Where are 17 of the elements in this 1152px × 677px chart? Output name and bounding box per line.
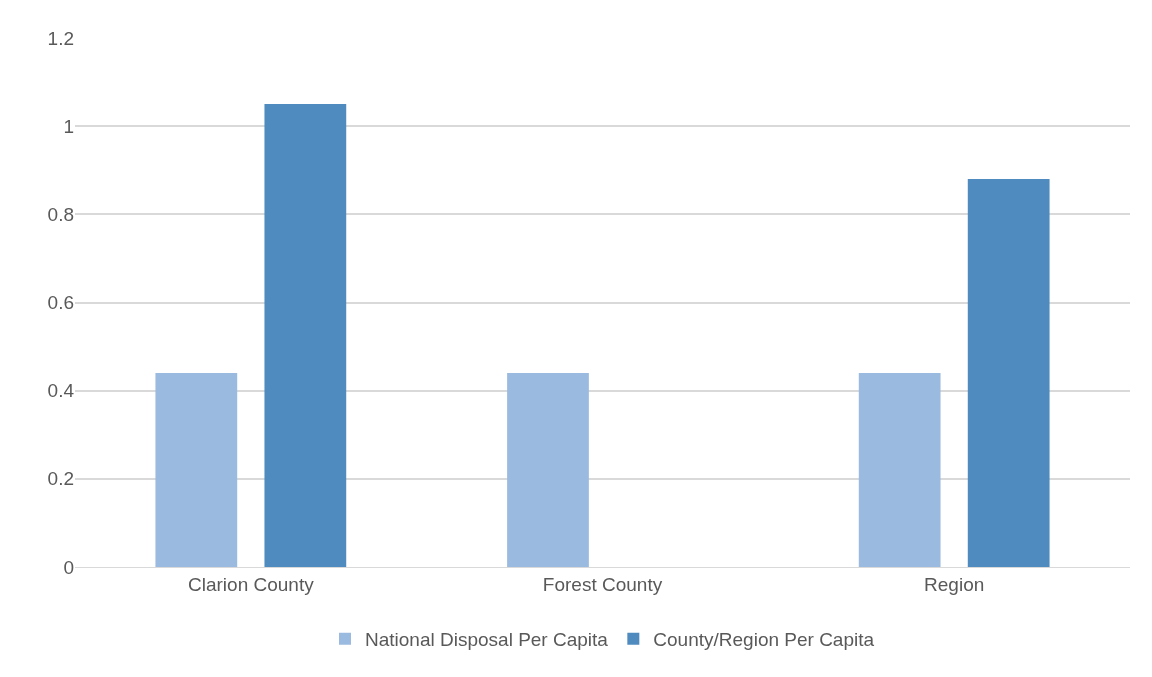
y-tick-label: 0 [63,556,74,578]
y-tick-label: 0.4 [47,380,75,402]
legend-label: National Disposal Per Capita [365,629,609,651]
x-tick-label: Forest County [542,573,663,595]
bar [155,373,238,567]
bar [858,373,941,567]
bar [507,373,589,567]
legend-label: County/Region Per Capita [653,629,875,651]
y-tick-label: 1 [63,115,74,137]
bar [264,104,347,567]
bar [967,179,1050,567]
x-tick-label: Clarion County [187,573,315,595]
y-tick-label: 0.8 [47,203,74,225]
x-tick-label: Region [924,573,985,595]
y-tick-label: 1.2 [47,27,74,49]
y-tick-label: 0.6 [47,292,74,314]
y-tick-label: 0.2 [47,468,74,490]
